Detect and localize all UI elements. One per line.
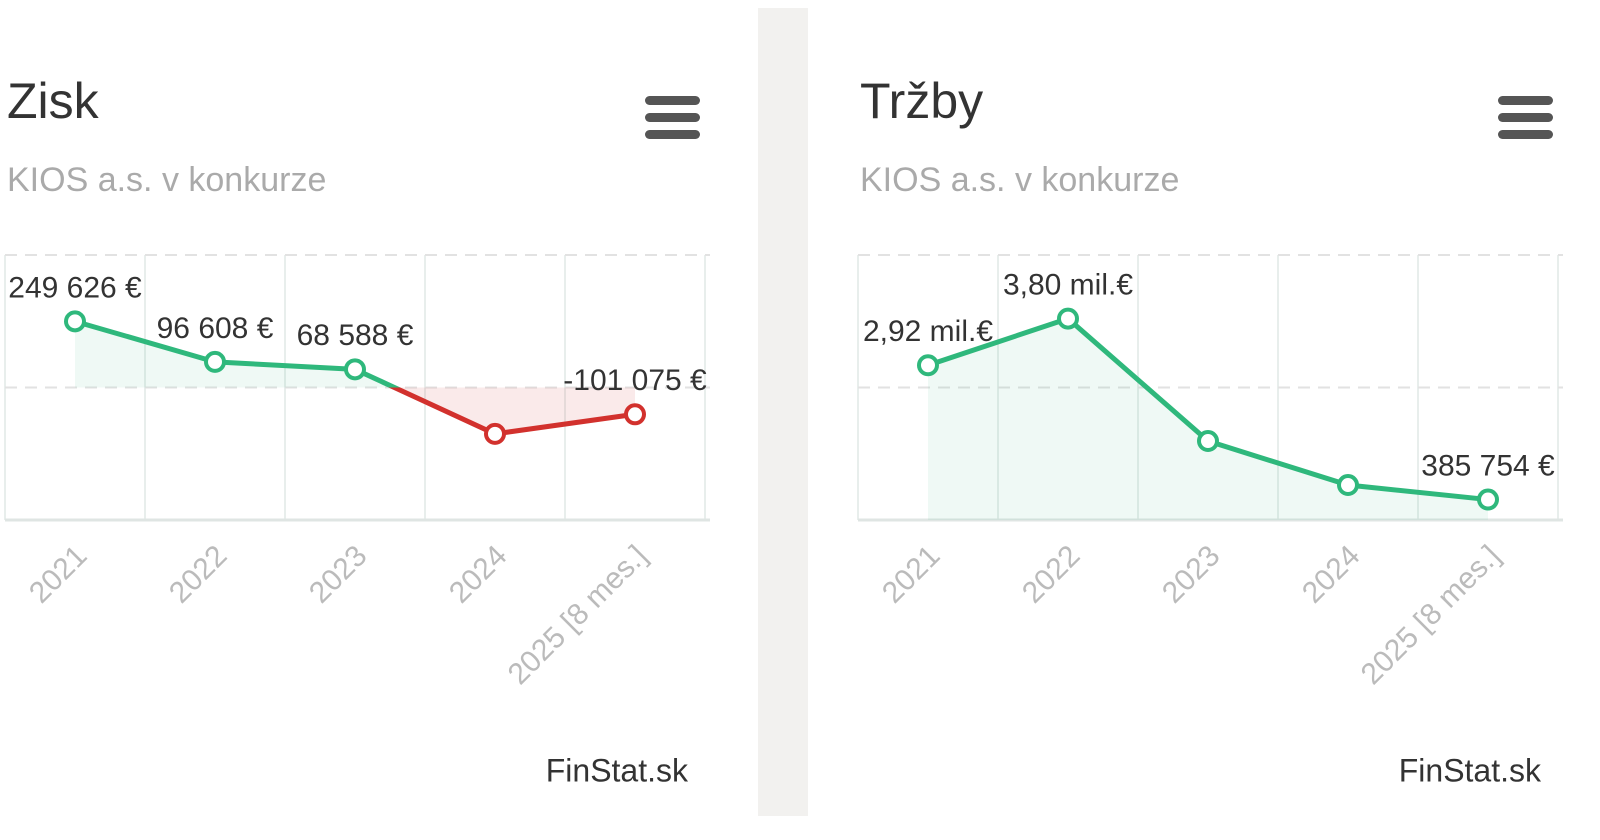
area-negative bbox=[75, 387, 635, 434]
point bbox=[624, 403, 646, 426]
menu-icon-bar[interactable] bbox=[1498, 113, 1553, 122]
data-label: 2,92 mil.€ bbox=[863, 315, 993, 348]
credits: FinStat.sk bbox=[546, 752, 689, 788]
point bbox=[1477, 488, 1499, 511]
data-label: -101 075 € bbox=[563, 364, 707, 397]
point bbox=[484, 422, 506, 445]
x-tick-label: 2021 bbox=[876, 539, 947, 610]
point bbox=[204, 350, 226, 373]
x-tick-label: 2025 [8 mes.] bbox=[502, 539, 654, 691]
point bbox=[917, 354, 939, 377]
x-tick-label: 2022 bbox=[1016, 539, 1087, 610]
menu-icon-bar[interactable] bbox=[645, 130, 700, 139]
menu-icon-bar[interactable] bbox=[1498, 96, 1553, 105]
x-tick-label: 2021 bbox=[23, 539, 94, 610]
line-negative bbox=[388, 387, 636, 437]
chart-subtitle: KIOS a.s. v konkurze bbox=[7, 161, 326, 199]
x-tick-label: 2023 bbox=[1156, 539, 1227, 610]
point bbox=[1057, 307, 1079, 330]
menu-icon-bar[interactable] bbox=[645, 113, 700, 122]
data-label: 249 626 € bbox=[8, 271, 142, 304]
x-tick-label: 2024 bbox=[443, 539, 514, 610]
x-tick-label: 2023 bbox=[303, 539, 374, 610]
area bbox=[928, 318, 1488, 520]
x-tick-label: 2022 bbox=[163, 539, 234, 610]
chart-subtitle: KIOS a.s. v konkurze bbox=[860, 161, 1179, 199]
chart-title: Zisk bbox=[7, 73, 100, 129]
data-label: 385 754 € bbox=[1421, 449, 1555, 482]
menu-icon-bar[interactable] bbox=[1498, 130, 1553, 139]
credits: FinStat.sk bbox=[1399, 752, 1542, 788]
x-tick-label: 2024 bbox=[1296, 539, 1367, 610]
point bbox=[344, 358, 366, 381]
point bbox=[1197, 430, 1219, 453]
point bbox=[1337, 474, 1359, 497]
divider bbox=[758, 8, 808, 816]
data-label: 96 608 € bbox=[157, 312, 274, 345]
data-label: 3,80 mil.€ bbox=[1003, 269, 1133, 302]
chart-title: Tržby bbox=[860, 73, 983, 129]
data-label: 68 588 € bbox=[297, 319, 414, 352]
point bbox=[64, 310, 86, 333]
x-tick-label: 2025 [8 mes.] bbox=[1355, 539, 1507, 691]
menu-icon-bar[interactable] bbox=[645, 96, 700, 105]
